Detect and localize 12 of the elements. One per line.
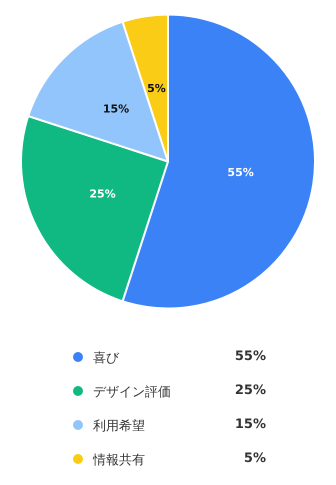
data-label: 25% xyxy=(89,188,116,201)
legend-label: 情報共有 xyxy=(93,452,145,469)
data-label: 55% xyxy=(227,166,254,179)
text: 15% xyxy=(234,417,266,432)
data-label: 5% xyxy=(147,82,166,95)
legend-label: デザイン評価 xyxy=(93,384,171,401)
text: 25% xyxy=(234,383,266,398)
text: 5% xyxy=(244,451,266,466)
text: 55% xyxy=(234,349,266,364)
data-label: 15% xyxy=(102,102,130,116)
legend-label: 利用希望 xyxy=(93,418,145,435)
legend-label: 喜び xyxy=(93,350,119,367)
